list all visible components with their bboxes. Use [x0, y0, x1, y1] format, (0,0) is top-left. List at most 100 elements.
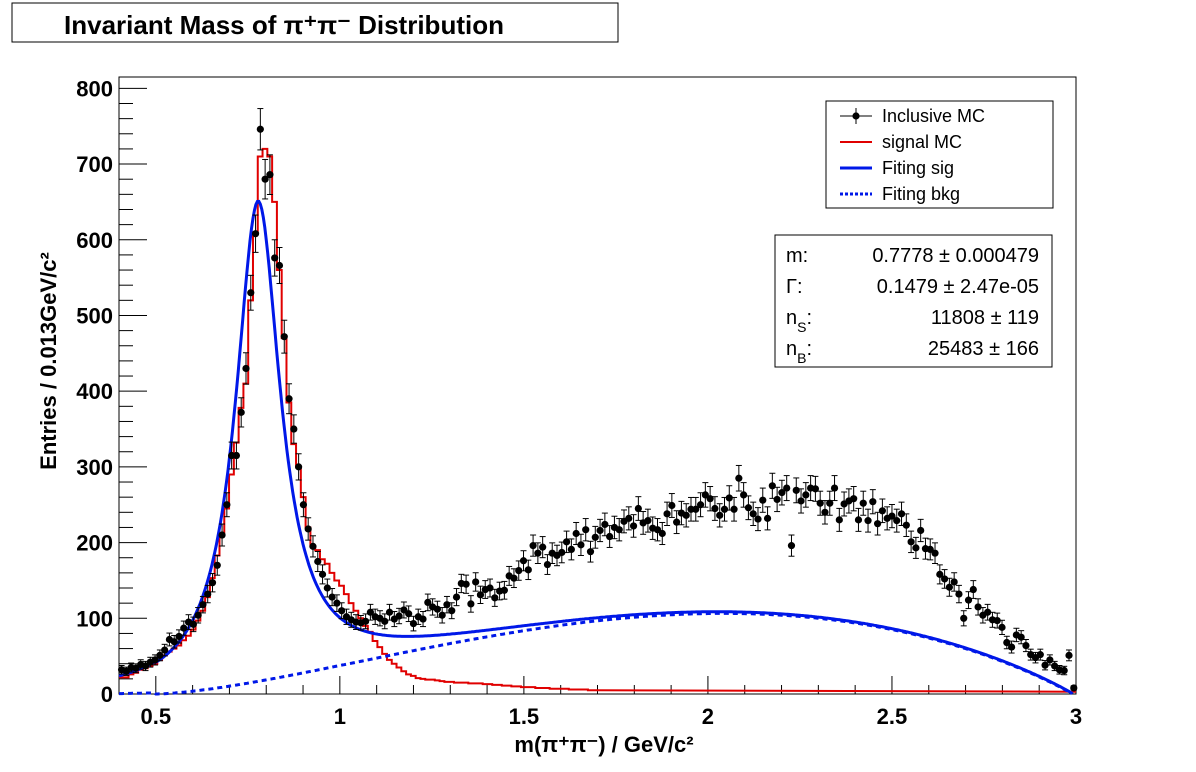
- marker: [534, 549, 542, 557]
- data-point: [859, 490, 867, 516]
- data-point: [462, 574, 470, 594]
- data-point: [725, 485, 733, 511]
- axes: 0.5 1 1.5 2 2.5 3 0 100 200 300 400 500 600 700 800: [76, 76, 1082, 729]
- data-point: [304, 517, 312, 541]
- y-tick-label: 400: [76, 379, 113, 404]
- marker: [931, 549, 939, 557]
- data-point: [309, 535, 317, 558]
- data-point: [247, 274, 255, 311]
- data-point: [854, 507, 863, 532]
- marker: [778, 489, 786, 497]
- marker: [993, 616, 1001, 625]
- data-point: [232, 441, 241, 470]
- marker: [725, 494, 733, 502]
- data-point: [543, 554, 552, 575]
- fit-sig-curve: [118, 199, 1074, 695]
- data-point: [802, 482, 810, 508]
- data-point: [893, 508, 901, 533]
- marker: [1046, 656, 1054, 664]
- data-point: [993, 612, 1001, 629]
- data-point: [218, 523, 226, 547]
- data-point: [864, 508, 872, 533]
- data-point: [744, 495, 753, 521]
- data-point: [830, 475, 839, 502]
- data-point: [534, 542, 542, 565]
- y-tick-label: 300: [76, 455, 113, 480]
- data-point: [696, 492, 705, 518]
- data-point: [285, 383, 293, 415]
- marker: [491, 594, 499, 602]
- marker: [940, 575, 949, 583]
- y-tick-label: 500: [76, 303, 113, 328]
- data-point: [835, 507, 843, 532]
- data-point: [558, 541, 566, 564]
- marker: [199, 601, 207, 609]
- data-point: [366, 603, 374, 621]
- marker: [869, 498, 877, 506]
- data-point: [821, 500, 829, 525]
- marker: [835, 516, 843, 524]
- data-point: [644, 508, 652, 533]
- marker: [572, 529, 580, 538]
- marker: [811, 485, 820, 493]
- marker: [562, 538, 571, 546]
- y-tick-label: 0: [101, 682, 113, 707]
- data-point: [242, 352, 250, 385]
- data-point: [1041, 660, 1049, 671]
- data-point: [629, 514, 638, 538]
- data-point: [515, 560, 523, 581]
- marker: [299, 501, 308, 509]
- legend-entry: Inclusive MC: [840, 106, 985, 126]
- data-point: [811, 475, 820, 502]
- marker: [567, 545, 575, 554]
- data-point: [223, 492, 231, 518]
- y-tick-label: 100: [76, 606, 113, 631]
- data-point: [816, 490, 824, 516]
- chart-title: Invariant Mass of π⁺π⁻ Distribution: [64, 10, 504, 40]
- data-point: [1007, 640, 1016, 654]
- marker: [462, 580, 470, 588]
- data-point: [998, 619, 1006, 635]
- marker: [787, 542, 796, 550]
- data-point: [548, 542, 556, 565]
- data-point: [897, 501, 906, 527]
- data-point: [797, 488, 805, 514]
- data-point: [419, 611, 427, 628]
- marker: [409, 619, 418, 628]
- data-point: [955, 584, 963, 604]
- marker: [1060, 666, 1068, 675]
- marker: [285, 395, 293, 403]
- marker: [266, 171, 274, 179]
- marker: [223, 501, 231, 509]
- data-point: [577, 533, 585, 556]
- marker: [759, 496, 767, 504]
- data-point: [768, 472, 776, 499]
- marker: [247, 289, 255, 297]
- x-tick-label: 3: [1070, 704, 1082, 729]
- marker: [515, 567, 523, 575]
- data-point: [749, 501, 757, 527]
- marker: [984, 608, 992, 616]
- data-point: [964, 591, 973, 610]
- marker: [749, 510, 757, 518]
- marker: [543, 560, 552, 569]
- marker: [682, 511, 690, 519]
- marker: [773, 495, 781, 504]
- data-point: [692, 496, 700, 522]
- y-tick-label: 600: [76, 228, 113, 253]
- marker: [1007, 643, 1016, 651]
- fit-sig-line: [118, 199, 1074, 695]
- data-point: [759, 487, 767, 513]
- marker: [596, 526, 604, 535]
- marker: [309, 542, 317, 550]
- legend-entry: Fiting bkg: [840, 184, 960, 204]
- data-point: [424, 593, 432, 612]
- marker: [295, 463, 303, 471]
- marker: [1022, 641, 1030, 650]
- marker: [519, 557, 528, 565]
- data-point: [653, 518, 662, 542]
- marker: [338, 607, 346, 615]
- marker: [668, 501, 676, 510]
- marker: [1036, 651, 1044, 659]
